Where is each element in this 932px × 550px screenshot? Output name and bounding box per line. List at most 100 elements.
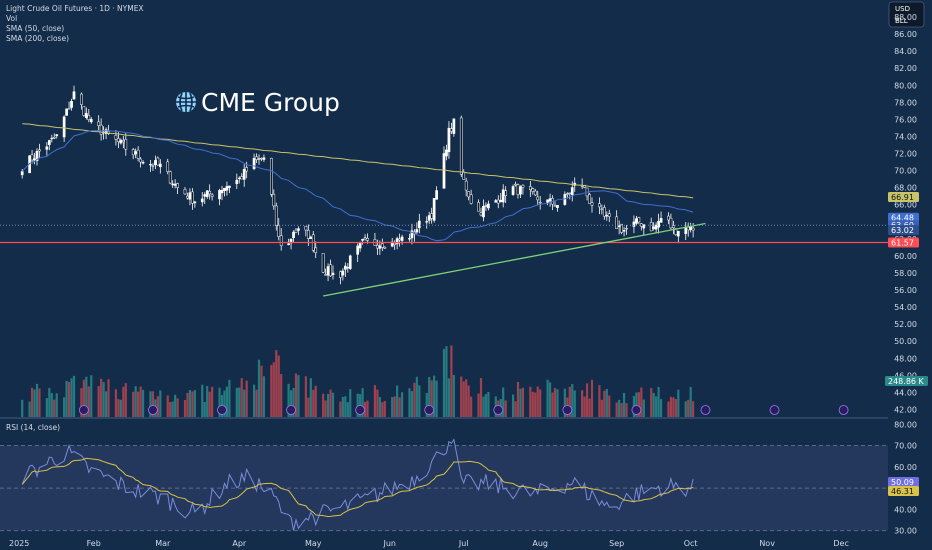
currency-box[interactable]: USD BLL (888, 1, 925, 28)
volume-bar (21, 399, 24, 417)
candle-body (173, 183, 177, 186)
volume-bar (618, 399, 621, 417)
candle-body (408, 238, 411, 240)
candle-body (304, 225, 308, 231)
candle (346, 263, 350, 273)
candle-body (435, 190, 438, 200)
rsi-tick-label: 40.00 (894, 505, 917, 514)
candle-body (255, 156, 258, 160)
volume-bar (275, 350, 278, 417)
candle (511, 184, 515, 196)
candle-body (89, 119, 93, 123)
volume-bar (287, 383, 290, 417)
volume-bar (339, 401, 342, 417)
event-marker-icon (631, 405, 642, 415)
candle-body (649, 222, 653, 232)
candle (97, 115, 101, 131)
candle-body (358, 242, 362, 249)
candle-body (326, 266, 330, 276)
volume-bar (378, 396, 381, 417)
candle-body (378, 245, 382, 249)
candle (158, 159, 162, 174)
volume-bar (445, 346, 448, 417)
volume-bar (366, 400, 369, 417)
candle (156, 156, 160, 166)
candle-body (70, 100, 73, 108)
candle (242, 164, 246, 187)
candle-body (154, 160, 157, 165)
candle-body (376, 244, 379, 249)
volume-bar (677, 389, 680, 417)
candle (255, 153, 258, 163)
candle (67, 101, 71, 110)
candle (467, 191, 471, 201)
candle-body (504, 190, 508, 196)
volume-bar (124, 383, 127, 417)
candle (304, 225, 308, 237)
candle-body (521, 184, 525, 188)
candle-body (50, 137, 54, 140)
candle (430, 207, 434, 224)
candle-body (432, 198, 436, 221)
candle (669, 213, 673, 230)
candle (62, 115, 66, 142)
candle (445, 144, 448, 161)
candle-body (139, 158, 142, 163)
volume-bar (245, 380, 248, 417)
volume-bar (687, 399, 690, 417)
volume-bar (396, 385, 399, 417)
candle (528, 180, 532, 197)
price-tag-bg (888, 191, 919, 202)
candle (277, 218, 281, 241)
volume-bar (477, 393, 480, 417)
candle (442, 146, 446, 189)
volume-bar (102, 382, 105, 417)
candle-body (225, 186, 229, 191)
x-tick-label: Oct (684, 539, 698, 548)
sma50-line (21, 130, 694, 242)
y-tick-label: 42.00 (894, 405, 917, 414)
y-tick-label: 78.00 (894, 98, 917, 107)
candle-body (208, 190, 212, 195)
y-tick-label: 44.00 (894, 388, 917, 397)
candle (398, 233, 401, 247)
candle (588, 192, 591, 204)
candle-body (380, 243, 384, 248)
volume-bar (218, 387, 221, 417)
candle-body (447, 127, 451, 153)
volume-bar (277, 355, 280, 417)
candle-body (657, 220, 660, 228)
x-tick-label: Jun (382, 539, 396, 548)
candle (410, 223, 414, 245)
candle-body (501, 189, 505, 203)
candle-body (47, 140, 51, 145)
trend-line (323, 222, 706, 297)
candle (499, 192, 503, 203)
event-marker-circle (78, 405, 89, 415)
rsi-tag-text: 50.09 (891, 478, 914, 487)
candle-body (556, 204, 559, 209)
candle (339, 270, 342, 285)
candle (168, 170, 172, 185)
y-tick-label: 68.00 (894, 184, 917, 193)
candle-body (87, 115, 91, 121)
volume-bar (551, 392, 554, 417)
volume-bar (294, 373, 298, 417)
candle (121, 135, 125, 149)
candle-body (427, 215, 431, 221)
candle-body (607, 213, 611, 217)
volume-bar (117, 399, 120, 417)
volume-bar (553, 387, 557, 417)
volume-bar (193, 390, 196, 417)
volume-bar (322, 393, 325, 417)
volume-bar (55, 393, 58, 417)
candle (652, 222, 656, 231)
candle (141, 160, 145, 165)
volume-bar (243, 389, 246, 417)
candle-body (531, 188, 535, 192)
candle-body (635, 218, 638, 224)
candle-body (176, 183, 179, 188)
candle-body (52, 136, 56, 139)
candle (171, 180, 175, 188)
candle-body (339, 271, 342, 278)
